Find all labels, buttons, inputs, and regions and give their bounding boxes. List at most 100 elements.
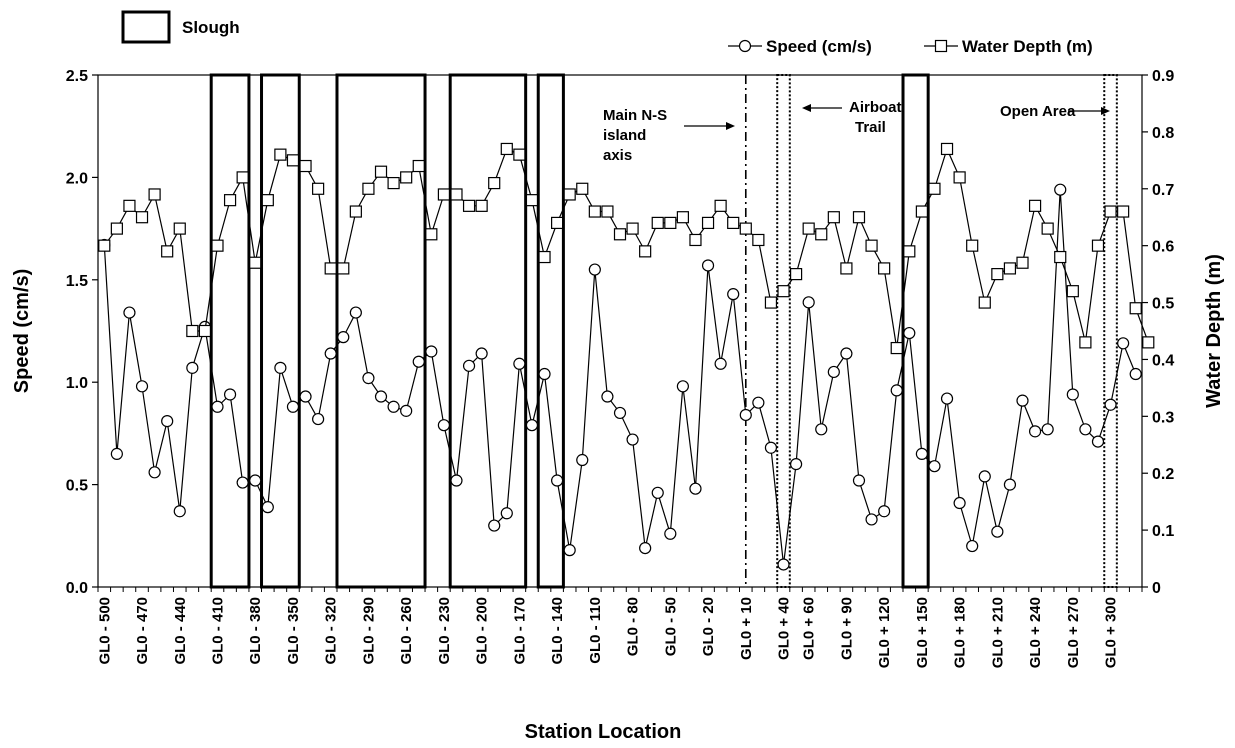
depth-point <box>966 239 979 252</box>
y-right-tick-label: 0.3 <box>1152 409 1174 426</box>
speed-point <box>1016 394 1029 407</box>
speed-point <box>764 441 778 454</box>
x-tick-label: GL0 + 40 <box>776 597 793 660</box>
speed-point <box>978 470 991 483</box>
depth-point <box>840 262 853 275</box>
depth-point <box>613 228 627 241</box>
speed-point <box>815 423 828 436</box>
y-left-tick-label: 2.0 <box>66 170 88 187</box>
depth-point <box>626 222 639 235</box>
speed-point <box>915 447 928 460</box>
y-right-tick-label: 0.6 <box>1152 239 1174 256</box>
legend-depth-marker <box>934 39 948 53</box>
speed-point <box>789 458 803 471</box>
speed-point <box>513 357 526 370</box>
x-tick-label: GL0 - 20 <box>700 597 717 656</box>
x-tick-label: GL0 + 120 <box>876 597 893 668</box>
airboat-annotation: Airboat Trail <box>802 99 902 136</box>
depth-point <box>1016 256 1029 269</box>
main-axis-label-line1: Main N-S <box>603 107 667 124</box>
speed-point <box>462 359 476 372</box>
airboat-arrowhead <box>802 104 811 112</box>
depth-point <box>676 211 689 224</box>
speed-point <box>1091 435 1105 448</box>
slough-legend-swatch <box>121 10 171 44</box>
speed-point <box>362 372 375 385</box>
depth-point <box>274 148 287 161</box>
legend-speed-label: Speed (cm/s) <box>766 37 872 56</box>
speed-point <box>274 361 287 374</box>
depth-point <box>1104 205 1117 218</box>
depth-point <box>1129 302 1142 315</box>
speed-point <box>400 404 413 417</box>
speed-point <box>840 347 853 360</box>
speed-point <box>249 474 262 487</box>
depth-point <box>727 216 740 230</box>
depth-point <box>1142 336 1155 349</box>
depth-point <box>135 211 149 224</box>
depth-point <box>1079 336 1092 349</box>
speed-point <box>651 486 664 499</box>
depth-point <box>286 154 300 167</box>
depth-point <box>576 182 589 195</box>
y-left-tick-label: 0.0 <box>66 580 88 597</box>
dotted-region-0 <box>776 74 791 588</box>
slough-box-4 <box>536 73 565 589</box>
depth-point <box>324 262 337 275</box>
legend-speed-marker <box>738 39 752 53</box>
speed-point <box>878 505 891 518</box>
depth-point <box>701 216 715 230</box>
speed-point <box>777 558 790 571</box>
depth-point <box>601 205 614 218</box>
depth-point <box>450 188 463 201</box>
depth-point <box>714 199 727 212</box>
depth-point <box>890 341 903 355</box>
speed-point <box>349 306 362 319</box>
speed-point <box>412 355 425 368</box>
x-tick-label: GL0 - 500 <box>96 597 113 665</box>
depth-point <box>563 188 576 201</box>
speed-point <box>613 406 627 420</box>
speed-point <box>161 415 174 428</box>
depth-point <box>161 245 174 258</box>
x-tick-label: GL0 - 260 <box>398 597 415 665</box>
depth-point <box>551 216 564 230</box>
x-tick-label: GL0 + 240 <box>1027 597 1044 668</box>
x-tick-label: GL0 - 170 <box>511 597 528 665</box>
depth-point <box>991 268 1004 281</box>
speed-point <box>286 400 300 413</box>
speed-point <box>701 259 715 272</box>
depth-point <box>664 216 677 230</box>
speed-point <box>488 519 501 532</box>
speed-point <box>727 288 740 301</box>
depth-point <box>752 233 765 247</box>
depth-point <box>123 199 136 212</box>
depth-point <box>953 171 966 184</box>
speed-point <box>1028 425 1042 438</box>
speed-point <box>739 408 752 422</box>
slough-legend-label: Slough <box>182 18 240 37</box>
depth-point <box>223 194 237 207</box>
x-tick-label: GL0 - 350 <box>285 597 302 665</box>
legend: Speed (cm/s) Water Depth (m) <box>728 37 1093 56</box>
speed-point <box>374 390 388 403</box>
y-left-tick-label: 1.0 <box>66 375 88 392</box>
y-right-tick-label: 0.9 <box>1152 68 1174 85</box>
depth-point <box>978 296 991 309</box>
airboat-label-line2: Trail <box>855 119 886 136</box>
speed-point <box>1129 367 1142 381</box>
speed-point <box>827 365 840 379</box>
main-axis-label-line3: axis <box>603 147 632 164</box>
x-tick-label: GL0 - 380 <box>247 597 264 665</box>
depth-point <box>98 239 111 252</box>
plot-area <box>97 74 1143 588</box>
dotted-region-1 <box>1103 74 1118 588</box>
depth-point <box>475 199 488 212</box>
depth-point <box>349 205 362 218</box>
speed-point <box>890 384 903 397</box>
depth-point <box>437 188 451 201</box>
speed-point <box>664 527 677 540</box>
speed-point <box>173 505 186 518</box>
speed-point <box>991 525 1004 538</box>
depth-point <box>249 256 262 269</box>
